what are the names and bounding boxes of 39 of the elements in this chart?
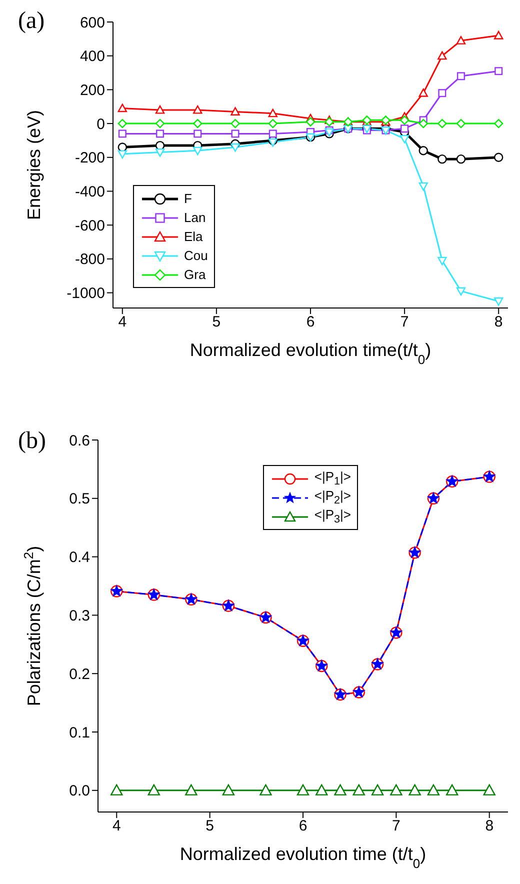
x-tick-label: 4	[118, 314, 127, 331]
legend-label: <|P$_{3}$|>	[314, 507, 351, 526]
x-tick-label: 5	[206, 818, 214, 835]
y-axis-title: Energies (eV)	[24, 110, 44, 220]
y-tick-label: -200	[74, 150, 105, 167]
y-tick-label: 0.2	[69, 666, 90, 683]
legend-label: Gra	[184, 267, 206, 282]
y-tick-label: 600	[80, 14, 105, 32]
x-tick-label: 8	[485, 818, 494, 835]
legend-label: <|P$_{1}$|>	[314, 469, 351, 488]
y-tick-label: 200	[80, 82, 105, 100]
x-axis-title: Normalized evolution time (t/t$_{0}$)	[180, 844, 426, 870]
x-tick-label: 6	[298, 818, 308, 835]
y-tick-label: 400	[80, 48, 105, 66]
text: (b)	[18, 428, 46, 455]
legend-label: Cou	[184, 248, 208, 263]
y-tick-label: 0.1	[69, 724, 90, 742]
y-tick-label: -400	[74, 184, 105, 201]
x-tick-label: 6	[306, 314, 315, 331]
x-tick-label: 7	[392, 818, 400, 835]
y-tick-label: -800	[74, 251, 105, 268]
legend-label: Lan	[184, 210, 206, 225]
x-axis-title: Normalized evolution time(t/t$_{0}$)	[190, 340, 432, 366]
legend-label: Ela	[184, 229, 203, 244]
y-tick-label: -1000	[66, 285, 105, 302]
y-tick-label: -600	[74, 217, 105, 234]
legend-label: F	[184, 191, 192, 206]
x-tick-label: 5	[212, 314, 221, 331]
y-tick-label: 0.4	[69, 549, 90, 566]
y-tick-label: 0.3	[69, 608, 90, 625]
x-tick-label: 4	[112, 818, 121, 835]
legend-label: <|P$_{2}$|>	[314, 488, 351, 507]
x-tick-label: 7	[400, 314, 409, 331]
y-tick-label: 0.6	[69, 432, 90, 450]
text: (a)	[18, 8, 45, 35]
y-tick-label: 0	[96, 116, 105, 133]
y-tick-label: 0.0	[69, 782, 90, 800]
x-tick-label: 8	[494, 314, 503, 331]
y-tick-label: 0.5	[69, 490, 90, 508]
